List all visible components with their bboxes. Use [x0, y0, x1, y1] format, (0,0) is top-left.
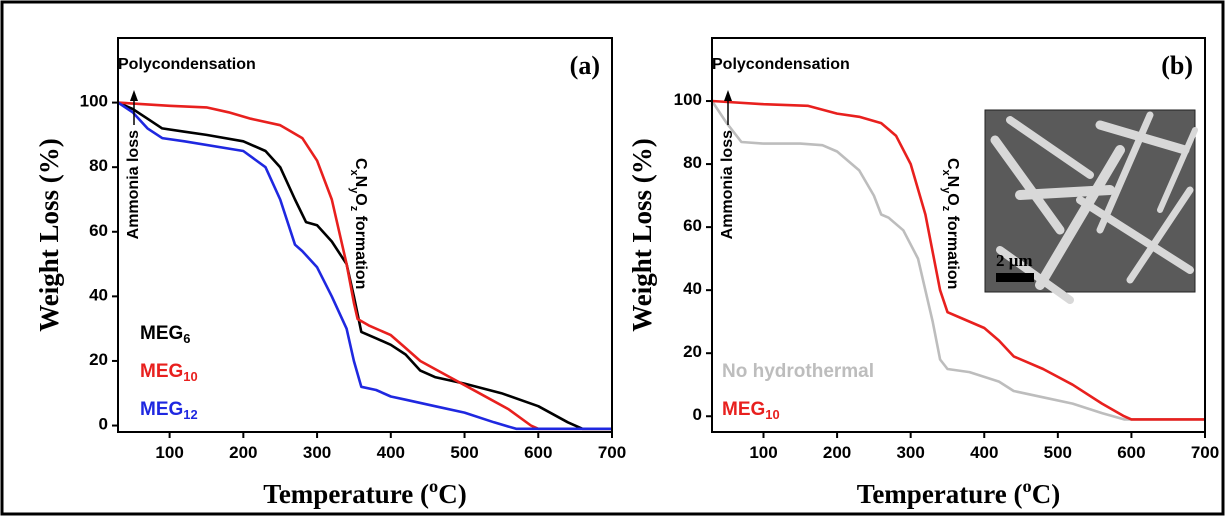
y-tick-label: 20: [89, 350, 108, 369]
y-tick-label: 60: [683, 217, 702, 236]
y-tick-label: 0: [693, 406, 702, 425]
annotation: Polycondensation: [712, 56, 850, 73]
x-tick-label: 500: [450, 443, 478, 462]
scale-label: 2 μm: [996, 251, 1033, 270]
scale-bar: [996, 273, 1034, 282]
x-tick-label: 500: [1044, 443, 1072, 462]
panel-label: (a): [570, 51, 600, 80]
y-tick-label: 80: [683, 154, 702, 173]
x-tick-label: 300: [896, 443, 924, 462]
y-tick-label: 0: [99, 415, 108, 434]
panel-label: (b): [1161, 51, 1193, 80]
annotation: Polycondensation: [118, 56, 256, 73]
legend-entry: No hydrothermal: [722, 361, 874, 382]
y-axis-title: Weight Loss (%): [627, 138, 657, 332]
x-tick-label: 100: [155, 443, 183, 462]
y-tick-label: 100: [80, 92, 108, 111]
x-tick-label: 200: [823, 443, 851, 462]
figure: 100200300400500600700020406080100MEG6MEG…: [0, 0, 1225, 516]
legend-entry: MEG6: [140, 323, 190, 346]
x-tick-label: 600: [1117, 443, 1145, 462]
y-axis-title: Weight Loss (%): [34, 138, 64, 332]
x-tick-label: 600: [524, 443, 552, 462]
y-tick-label: 60: [89, 221, 108, 240]
annotation: Ammonia loss: [125, 130, 142, 239]
y-tick-label: 40: [89, 286, 108, 305]
x-tick-label: 700: [598, 443, 626, 462]
y-tick-label: 80: [89, 157, 108, 176]
x-tick-label: 400: [970, 443, 998, 462]
x-tick-label: 400: [377, 443, 405, 462]
y-tick-label: 100: [674, 91, 702, 110]
x-tick-label: 100: [749, 443, 777, 462]
x-tick-label: 700: [1191, 443, 1219, 462]
y-tick-label: 40: [683, 280, 702, 299]
sem-inset: 2 μm: [985, 110, 1195, 300]
y-tick-label: 20: [683, 343, 702, 362]
x-tick-label: 300: [303, 443, 331, 462]
x-tick-label: 200: [229, 443, 257, 462]
annotation: Ammonia loss: [719, 130, 736, 239]
